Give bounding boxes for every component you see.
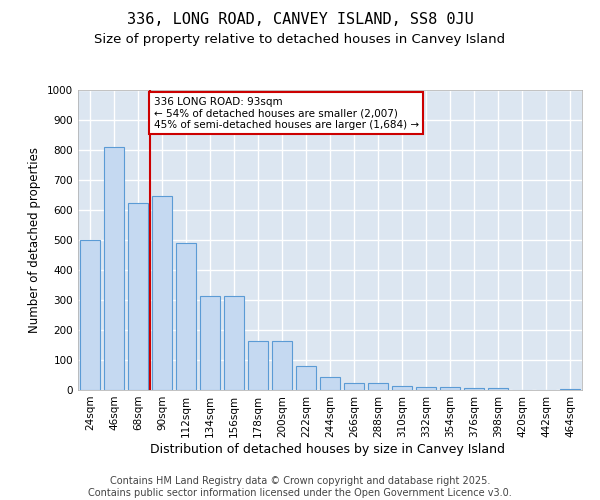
Text: Size of property relative to detached houses in Canvey Island: Size of property relative to detached ho…: [94, 32, 506, 46]
Bar: [104, 147, 124, 390]
Text: Distribution of detached houses by size in Canvey Island: Distribution of detached houses by size …: [149, 442, 505, 456]
Bar: [392, 386, 412, 390]
Bar: [224, 296, 244, 390]
Bar: [80, 240, 100, 390]
Text: 336 LONG ROAD: 93sqm
← 54% of detached houses are smaller (2,007)
45% of semi-de: 336 LONG ROAD: 93sqm ← 54% of detached h…: [154, 96, 419, 130]
Bar: [296, 366, 316, 390]
Bar: [416, 387, 436, 390]
Text: 336, LONG ROAD, CANVEY ISLAND, SS8 0JU: 336, LONG ROAD, CANVEY ISLAND, SS8 0JU: [127, 12, 473, 28]
Bar: [344, 384, 364, 390]
Bar: [248, 341, 268, 390]
Bar: [176, 243, 196, 390]
Bar: [440, 387, 460, 390]
Bar: [128, 202, 148, 390]
Bar: [320, 376, 340, 390]
Bar: [488, 388, 508, 390]
Bar: [152, 196, 172, 390]
Y-axis label: Number of detached properties: Number of detached properties: [28, 147, 41, 333]
Bar: [272, 341, 292, 390]
Bar: [200, 296, 220, 390]
Text: Contains HM Land Registry data © Crown copyright and database right 2025.
Contai: Contains HM Land Registry data © Crown c…: [88, 476, 512, 498]
Bar: [464, 388, 484, 390]
Bar: [560, 388, 580, 390]
Bar: [368, 384, 388, 390]
